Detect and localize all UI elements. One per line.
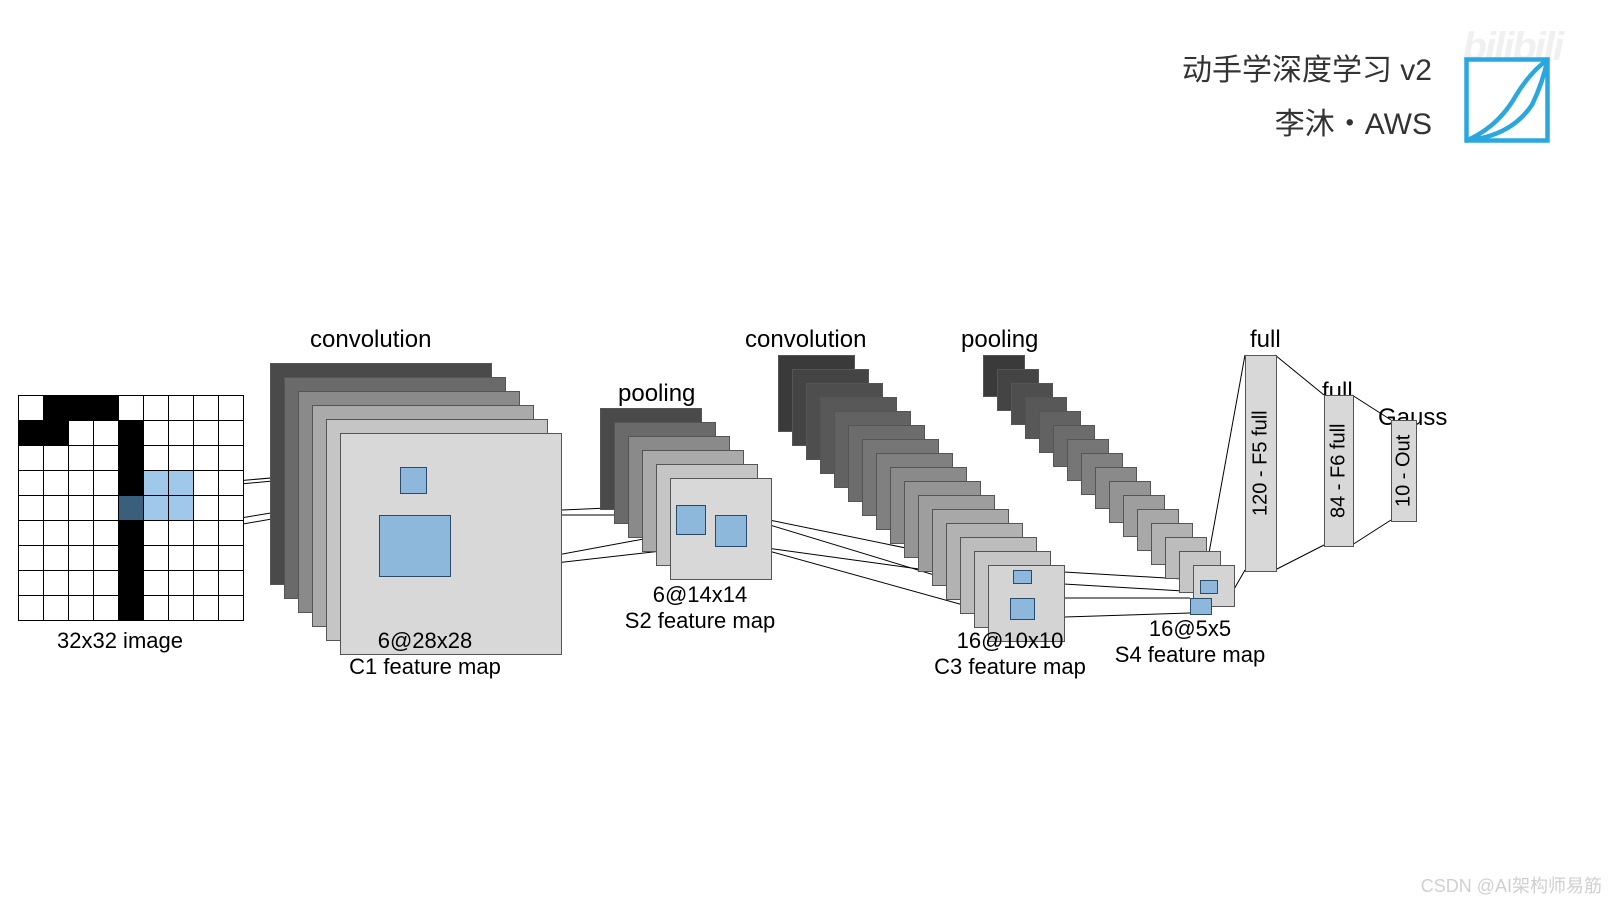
d2l-logo-icon: [1462, 55, 1552, 145]
input-grid: [18, 395, 244, 621]
caption-s2-name: S2 feature map: [625, 608, 775, 633]
header-line2: 李沐・AWS: [1182, 99, 1432, 143]
caption-c1: 6@28x28 C1 feature map: [335, 628, 515, 680]
label-full1: full: [1250, 326, 1281, 354]
lenet-diagram: convolution pooling convolution pooling …: [0, 320, 1622, 720]
caption-c1-dim: 6@28x28: [378, 628, 473, 653]
caption-c3-dim: 16@10x10: [957, 628, 1064, 653]
caption-c3-name: C3 feature map: [934, 654, 1086, 679]
label-pool1: pooling: [618, 380, 695, 408]
feature-map: [340, 433, 562, 655]
receptive-field-s4_b: [1190, 598, 1212, 615]
fc-f5: 120 - F5 full: [1245, 355, 1277, 572]
caption-s2: 6@14x14 S2 feature map: [610, 582, 790, 634]
receptive-field-c3_b: [1010, 598, 1035, 620]
receptive-field-s4_a: [1200, 580, 1218, 594]
csdn-watermark: CSDN @AI架构师易筋: [1421, 872, 1602, 898]
label-conv2: convolution: [745, 326, 866, 354]
caption-s2-dim: 6@14x14: [653, 582, 748, 607]
caption-c3: 16@10x10 C3 feature map: [920, 628, 1100, 680]
receptive-field-s2_a: [676, 505, 706, 535]
receptive-field-c1_big: [379, 515, 451, 577]
receptive-field-s2_b: [715, 515, 747, 547]
caption-s4-name: S4 feature map: [1115, 642, 1265, 667]
header-line1: 动手学深度学习 v2: [1182, 45, 1432, 89]
label-pool2: pooling: [961, 326, 1038, 354]
receptive-field-c3_a: [1013, 570, 1032, 584]
fc-out: 10 - Out: [1391, 420, 1417, 522]
fc-f6: 84 - F6 full: [1324, 395, 1354, 547]
receptive-field-c1_small: [400, 467, 427, 494]
label-conv1: convolution: [310, 326, 431, 354]
header: 动手学深度学习 v2 李沐・AWS: [1182, 45, 1432, 143]
caption-s4: 16@5x5 S4 feature map: [1105, 616, 1275, 668]
caption-input: 32x32 image: [35, 628, 205, 654]
caption-s4-dim: 16@5x5: [1149, 616, 1231, 641]
caption-c1-name: C1 feature map: [349, 654, 501, 679]
